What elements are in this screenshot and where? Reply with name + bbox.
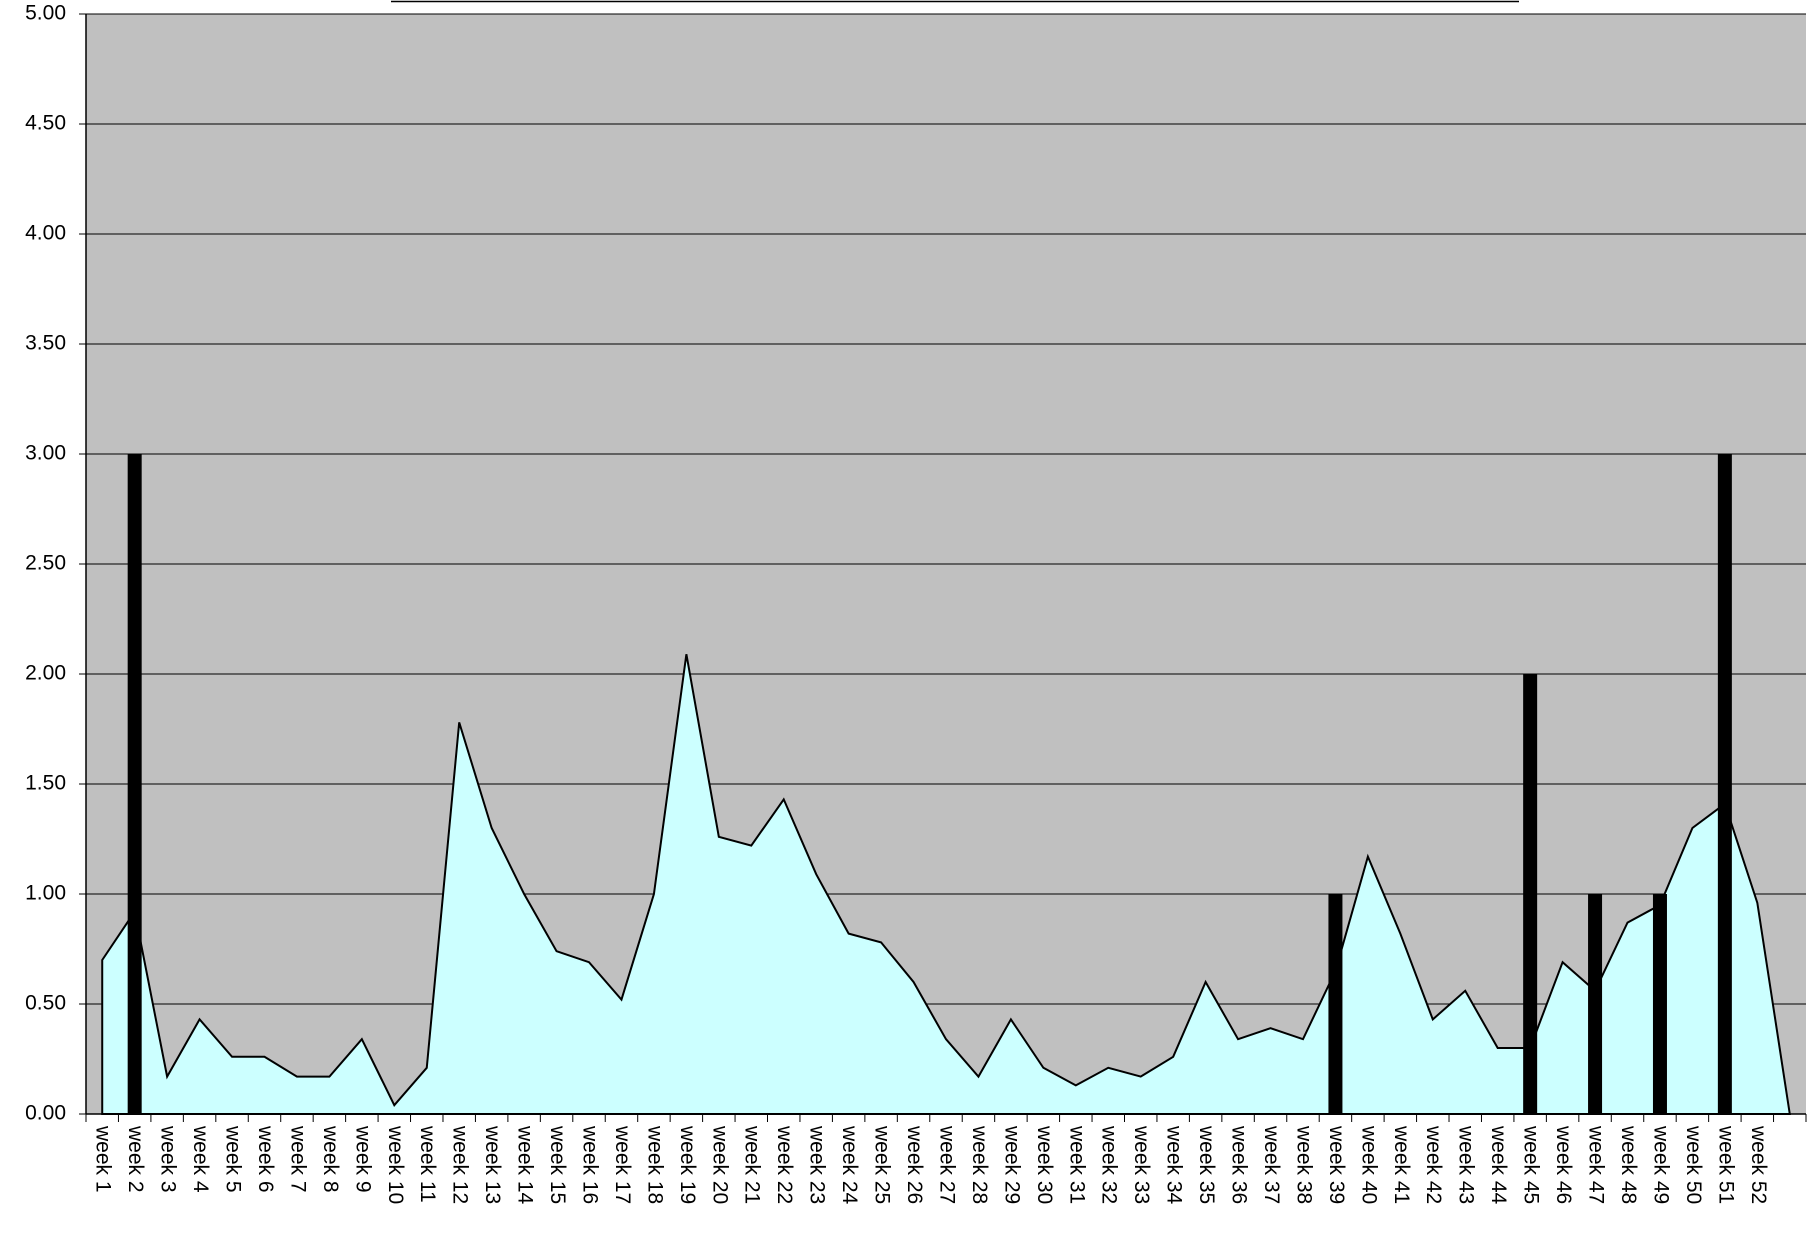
x-tick-label: week 20 — [708, 1125, 731, 1204]
x-tick-label: week 51 — [1714, 1125, 1737, 1204]
y-tick-label: 4.50 — [25, 112, 66, 135]
x-tick-label: week 33 — [1130, 1125, 1153, 1204]
bar — [1652, 894, 1667, 1114]
x-tick-label: week 44 — [1487, 1125, 1510, 1205]
y-tick-label: 2.00 — [25, 662, 66, 685]
x-tick-label: week 41 — [1390, 1125, 1413, 1204]
x-tick-label: week 39 — [1325, 1125, 1348, 1204]
y-tick-label: 0.00 — [25, 1102, 66, 1125]
x-tick-label: week 8 — [319, 1125, 342, 1193]
bar — [1588, 894, 1603, 1114]
x-tick-label: week 28 — [968, 1125, 991, 1204]
x-tick-label: week 19 — [676, 1125, 699, 1204]
x-tick-label: week 50 — [1682, 1125, 1705, 1204]
x-tick-label: week 24 — [838, 1125, 861, 1205]
bar — [1328, 894, 1343, 1114]
y-tick-label: 2.50 — [25, 552, 66, 575]
x-tick-label: week 37 — [1260, 1125, 1283, 1204]
x-tick-label: week 18 — [643, 1125, 666, 1204]
x-tick-label: week 5 — [221, 1125, 244, 1193]
x-tick-label: week 43 — [1455, 1125, 1478, 1204]
y-tick-label: 0.50 — [25, 992, 66, 1015]
x-tick-label: week 26 — [903, 1125, 926, 1204]
y-tick-label: 3.00 — [25, 442, 66, 465]
x-tick-label: week 47 — [1585, 1125, 1608, 1204]
x-tick-label: week 32 — [1098, 1125, 1121, 1204]
bar — [127, 454, 142, 1114]
x-tick-label: week 38 — [1292, 1125, 1315, 1204]
x-tick-label: week 22 — [773, 1125, 796, 1204]
y-tick-label: 1.00 — [25, 882, 66, 905]
x-tick-label: week 48 — [1617, 1125, 1640, 1204]
bar — [1523, 674, 1538, 1114]
x-tick-label: week 12 — [449, 1125, 472, 1204]
x-tick-label: week 13 — [481, 1125, 504, 1204]
x-tick-label: week 42 — [1422, 1125, 1445, 1204]
x-tick-label: week 27 — [935, 1125, 958, 1204]
x-tick-label: week 17 — [611, 1125, 634, 1204]
x-tick-label: week 35 — [1195, 1125, 1218, 1204]
x-tick-label: week 21 — [741, 1125, 764, 1204]
bar — [1717, 454, 1732, 1114]
x-tick-label: week 6 — [254, 1125, 277, 1193]
y-tick-label: 3.50 — [25, 332, 66, 355]
y-tick-label: 5.00 — [25, 2, 66, 25]
x-tick-label: week 14 — [514, 1125, 537, 1205]
x-tick-label: week 30 — [1033, 1125, 1056, 1204]
x-tick-label: week 25 — [871, 1125, 894, 1204]
x-tick-label: week 10 — [384, 1125, 407, 1204]
x-tick-label: week 23 — [806, 1125, 829, 1204]
x-tick-label: week 11 — [416, 1125, 439, 1203]
x-tick-label: week 31 — [1065, 1125, 1088, 1204]
x-tick-label: week 36 — [1228, 1125, 1251, 1204]
x-tick-label: week 46 — [1552, 1125, 1575, 1204]
x-tick-label: week 15 — [546, 1125, 569, 1204]
x-tick-label: week 2 — [124, 1125, 147, 1193]
x-tick-label: week 52 — [1747, 1125, 1770, 1204]
x-tick-label: week 34 — [1163, 1125, 1186, 1205]
x-tick-label: week 16 — [578, 1125, 601, 1204]
x-tick-label: week 45 — [1520, 1125, 1543, 1204]
y-tick-label: 1.50 — [25, 772, 66, 795]
x-tick-label: week 49 — [1649, 1125, 1672, 1204]
x-tick-label: week 40 — [1357, 1125, 1380, 1204]
x-tick-label: week 4 — [189, 1125, 212, 1193]
x-tick-label: week 1 — [92, 1125, 115, 1193]
x-tick-label: week 29 — [1000, 1125, 1023, 1204]
x-tick-label: week 3 — [157, 1125, 180, 1193]
x-tick-label: week 7 — [286, 1125, 309, 1193]
y-tick-label: 4.00 — [25, 222, 66, 245]
x-tick-label: week 9 — [351, 1125, 374, 1193]
